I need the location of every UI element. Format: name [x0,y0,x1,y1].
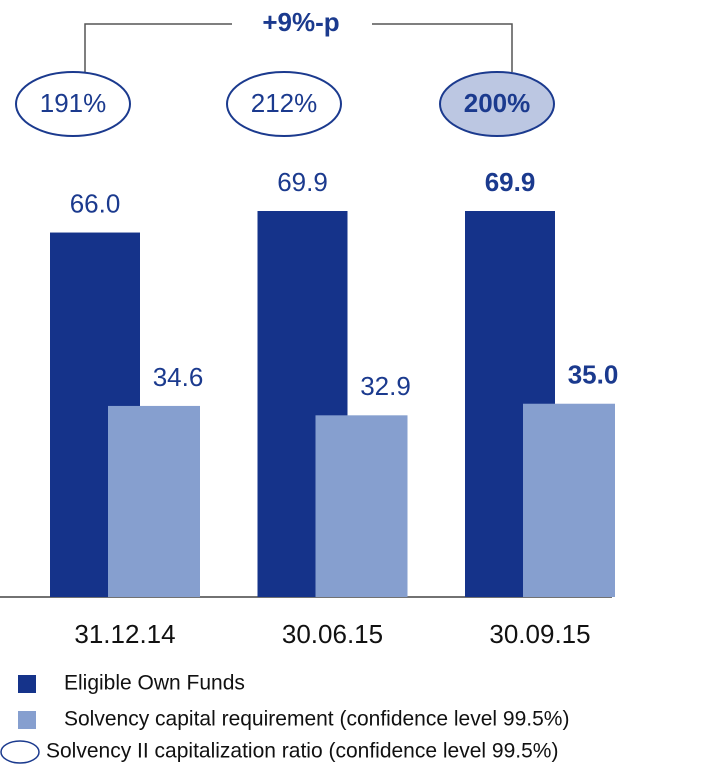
bar [315,415,408,597]
ratio-ellipse [226,71,342,137]
bar [108,405,200,597]
value-label: 69.9 [485,167,536,197]
ratio-ellipse [439,71,555,137]
bar [523,403,615,597]
x-tick-label: 30.09.15 [489,619,590,649]
legend-swatch [18,711,36,729]
x-tick-label: 30.06.15 [282,619,383,649]
legend-swatch [18,675,36,693]
legend-label: Eligible Own Funds [64,672,245,695]
ratio-label: 191% [40,88,107,118]
legend-label: Solvency capital requirement (confidence… [64,708,569,731]
ratio-label: 212% [251,88,318,118]
x-tick-label: 31.12.14 [74,619,175,649]
value-label: 32.9 [360,371,411,401]
value-label: 34.6 [153,362,204,392]
ratio-label: 200% [464,88,531,118]
value-label: 66.0 [70,188,121,218]
bracket [84,23,513,72]
value-label: 35.0 [568,360,619,390]
annotation: +9%-p [262,7,339,37]
legend-ellipse [0,740,40,764]
value-label: 69.9 [277,167,328,197]
ratio-ellipse [15,71,131,137]
legend-label: Solvency II capitalization ratio (confid… [46,740,558,763]
